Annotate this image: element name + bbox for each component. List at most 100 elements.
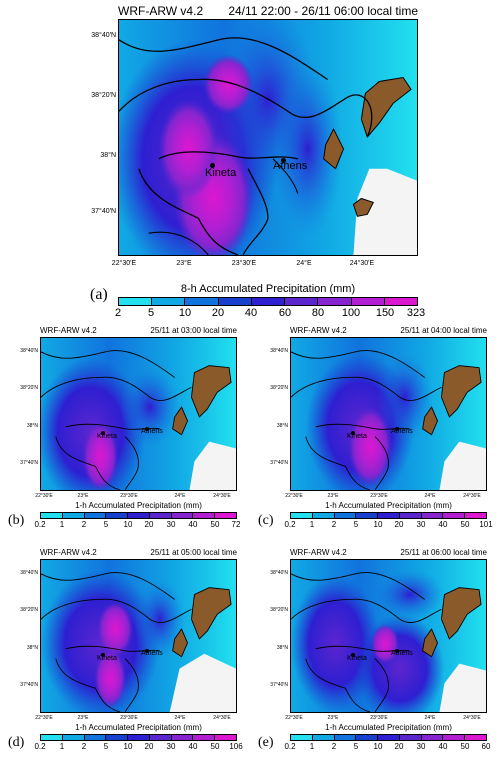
city-label-kineta: Kineta — [97, 433, 117, 440]
precipitation-map-b: Kineta Athens — [40, 337, 237, 491]
ytick-label: 38°40'N — [91, 32, 116, 39]
panel-letter: (c) — [258, 513, 274, 528]
colorbar-label: 50 — [210, 742, 220, 751]
colorbar-label: 50 — [210, 520, 220, 529]
ytick-label: 38°40'N — [20, 348, 38, 354]
colorbar-label: 5 — [103, 520, 109, 529]
colorbar-label: 50 — [460, 742, 470, 751]
athens-marker — [281, 158, 286, 163]
colorbar-label: 106 — [229, 742, 243, 751]
time-label: 24/11 22:00 - 26/11 06:00 local time — [228, 4, 418, 18]
model-label: WRF-ARW v4.2 — [290, 548, 347, 557]
city-label-kineta: Kineta — [205, 167, 237, 179]
precipitation-map-d: Kineta Athens — [40, 559, 237, 713]
colorbar-label: 2 — [81, 520, 87, 529]
panel-d-header: WRF-ARW v4.2 25/11 at 05:00 local time — [40, 548, 237, 560]
xtick-label: 23°30'E — [120, 493, 138, 499]
ytick-label: 38°N — [26, 645, 38, 651]
colorbar-label: 10 — [373, 520, 383, 529]
colorbar-label: 30 — [166, 742, 176, 751]
athens-marker — [395, 649, 399, 653]
colorbar-label: 72 — [231, 520, 241, 529]
colorbar-label: 1 — [309, 742, 315, 751]
colorbar — [290, 512, 487, 519]
ytick-label: 38°20'N — [270, 607, 288, 613]
xtick-label: 22°30'E — [285, 493, 303, 499]
colorbar-label: 1 — [59, 520, 65, 529]
xtick-label: 24°E — [424, 715, 436, 721]
colorbar — [118, 297, 418, 306]
colorbar-label: 50 — [460, 520, 470, 529]
xtick-label: 22°30'E — [35, 493, 53, 499]
colorbar-label: 20 — [394, 520, 404, 529]
ytick-label: 38°20'N — [91, 92, 116, 99]
kineta-marker — [101, 431, 105, 435]
colorbar-label: 2 — [81, 742, 87, 751]
kineta-marker — [210, 163, 215, 168]
city-label-kineta: Kineta — [97, 655, 117, 662]
colorbar-label: 1 — [59, 742, 65, 751]
colorbar-label: 10 — [123, 520, 133, 529]
precipitation-map-c: Kineta Athens — [290, 337, 487, 491]
xtick-label: 23°E — [327, 715, 339, 721]
colorbar-label: 10 — [123, 742, 133, 751]
athens-marker — [145, 427, 149, 431]
colorbar-label: 40 — [438, 742, 448, 751]
city-label-kineta: Kineta — [347, 655, 367, 662]
ytick-label: 38°N — [276, 645, 288, 651]
panel-e: WRF-ARW v4.2 25/11 at 06:00 local time K… — [250, 545, 500, 765]
xtick-label: 23°30'E — [120, 715, 138, 721]
ytick-label: 38°20'N — [270, 385, 288, 391]
colorbar-label: 40 — [188, 520, 198, 529]
xtick-label: 22°30'E — [35, 715, 53, 721]
colorbar-label: 80 — [311, 307, 325, 319]
panel-c-header: WRF-ARW v4.2 25/11 at 04:00 local time — [290, 326, 487, 338]
colorbar-label: 30 — [166, 520, 176, 529]
colorbar-label: 40 — [188, 742, 198, 751]
colorbar — [40, 734, 237, 741]
city-label-athens: Athens — [391, 650, 413, 657]
model-label: WRF-ARW v4.2 — [40, 548, 97, 557]
time-label: 25/11 at 06:00 local time — [400, 548, 487, 557]
model-label: WRF-ARW v4.2 — [290, 326, 347, 335]
ytick-label: 38°20'N — [20, 385, 38, 391]
ytick-label: 38°40'N — [270, 348, 288, 354]
panel-letter: (e) — [258, 735, 274, 750]
colorbar-label: 5 — [147, 307, 155, 319]
colorbar-label: 1 — [309, 520, 315, 529]
ytick-label: 37°40'N — [20, 682, 38, 688]
panel-letter: (b) — [8, 513, 25, 528]
xtick-label: 22°30'E — [285, 715, 303, 721]
colorbar-title: 1-h Accumulated Precipitation (mm) — [75, 723, 202, 732]
colorbar-label: 30 — [416, 520, 426, 529]
xtick-label: 24°30'E — [463, 493, 481, 499]
xtick-label: 24°30'E — [463, 715, 481, 721]
city-label-athens: Athens — [141, 428, 163, 435]
colorbar-label: 10 — [178, 307, 192, 319]
colorbar-label: 20 — [144, 742, 154, 751]
colorbar-label: 5 — [103, 742, 109, 751]
xtick-label: 24°E — [174, 493, 186, 499]
colorbar-title: 1-h Accumulated Precipitation (mm) — [75, 501, 202, 510]
colorbar-label: 323 — [406, 307, 426, 319]
panel-a-header: WRF-ARW v4.2 24/11 22:00 - 26/11 06:00 l… — [118, 4, 418, 20]
colorbar-label: 30 — [416, 742, 426, 751]
ytick-label: 38°N — [276, 423, 288, 429]
panel-a: WRF-ARW v4.2 24/11 22:00 - 26/11 06:00 l… — [0, 0, 500, 320]
precipitation-map-a: Kineta Athens — [118, 19, 418, 256]
colorbar-label: 20 — [394, 742, 404, 751]
colorbar-label: 5 — [353, 520, 359, 529]
colorbar-label: 150 — [375, 307, 395, 319]
time-label: 25/11 at 03:00 local time — [150, 326, 237, 335]
xtick-label: 24°E — [296, 260, 312, 267]
xtick-label: 23°30'E — [370, 493, 388, 499]
kineta-marker — [101, 653, 105, 657]
colorbar-label: 0.2 — [284, 742, 296, 751]
panel-letter: (a) — [90, 286, 108, 303]
colorbar-label: 20 — [211, 307, 225, 319]
colorbar-label: 2 — [331, 520, 337, 529]
colorbar-label: 40 — [244, 307, 258, 319]
xtick-label: 23°E — [176, 260, 192, 267]
ytick-label: 38°N — [100, 152, 116, 159]
city-label-athens: Athens — [391, 428, 413, 435]
